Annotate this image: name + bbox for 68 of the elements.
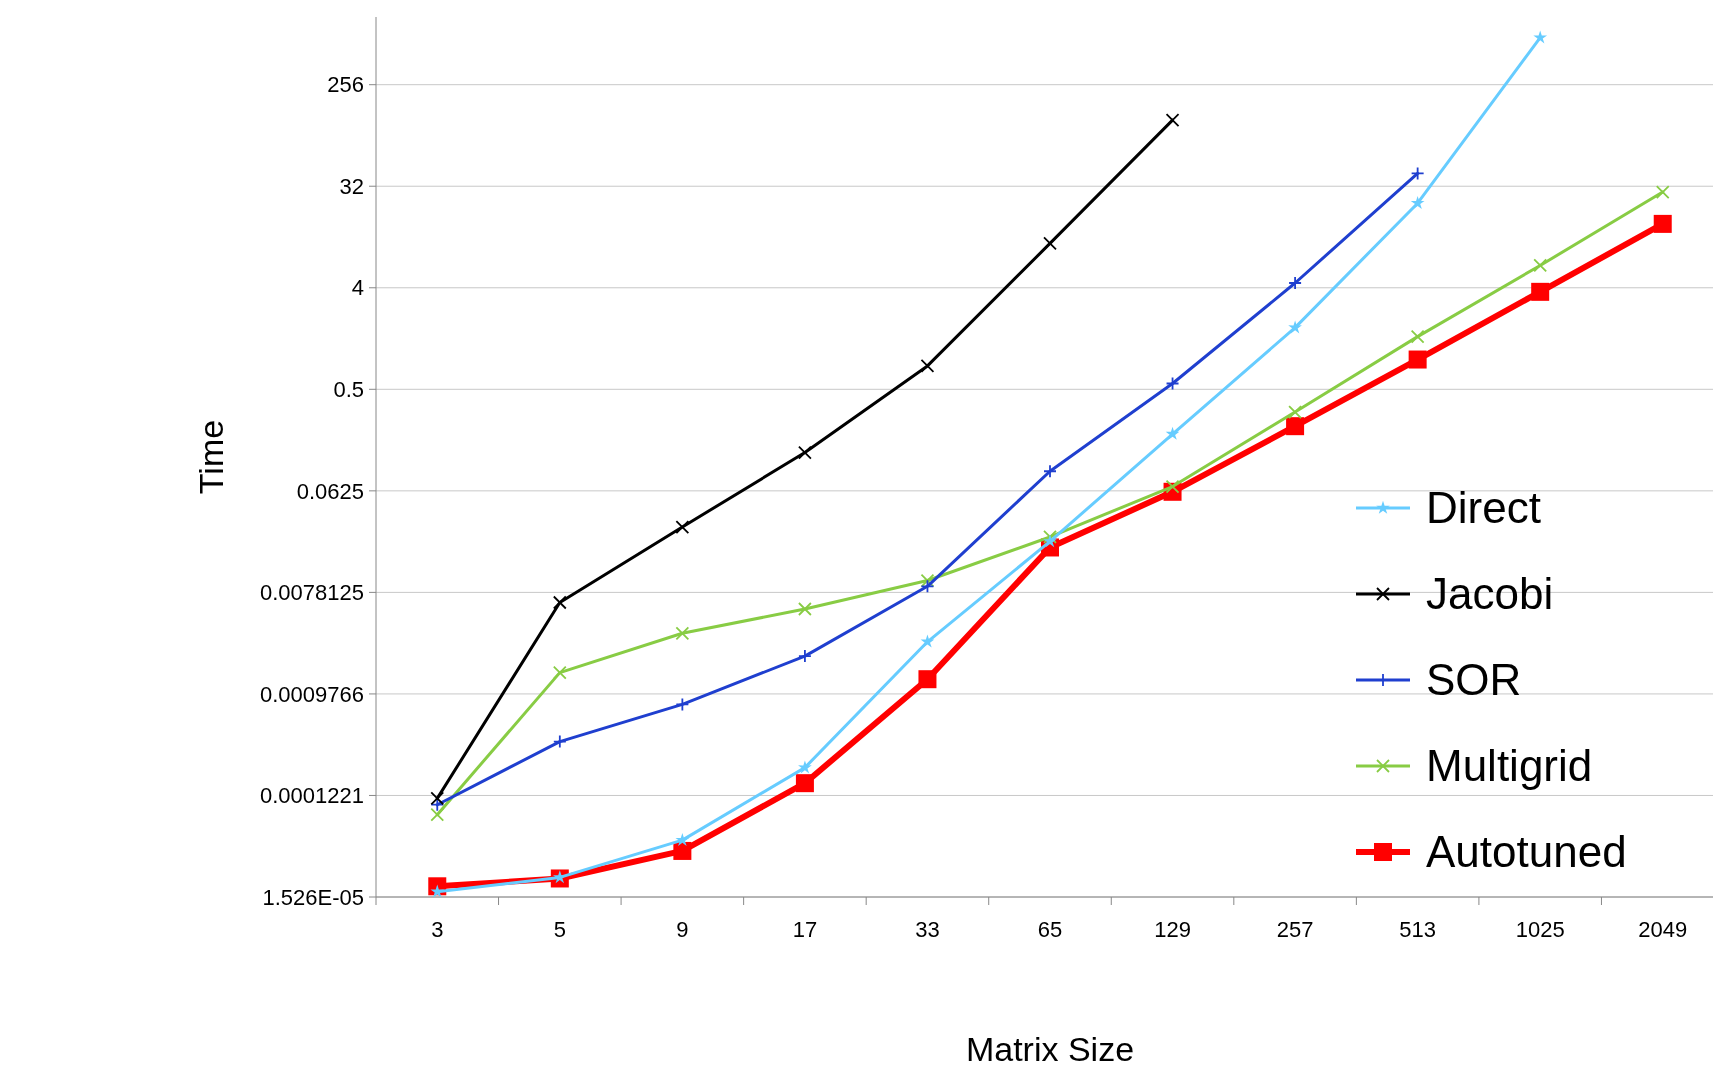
point [918, 670, 937, 689]
y-tick-label: 0.0625 [296, 478, 364, 504]
y-tick-label: 0.0078125 [260, 580, 364, 606]
point [1165, 479, 1180, 494]
x-tick-label: 9 [676, 917, 689, 942]
x-tick-label: 257 [1276, 917, 1314, 942]
y-tick-label: 1.526E-05 [262, 884, 364, 910]
x-tick-label: 33 [915, 917, 940, 942]
point [920, 573, 935, 588]
point [1288, 276, 1302, 290]
x-tick-label: 513 [1399, 917, 1436, 942]
point [430, 791, 445, 806]
point [552, 734, 567, 749]
point [1531, 282, 1550, 301]
point [798, 602, 812, 616]
legend-label: Multigrid [1426, 741, 1593, 791]
point [1533, 30, 1548, 44]
point [1653, 214, 1672, 233]
legend-label: Jacobi [1426, 569, 1554, 619]
x-tick-label: 2049 [1638, 917, 1688, 942]
y-tick-label: 4 [351, 275, 364, 301]
y-tick-label: 0.0001221 [260, 783, 364, 809]
point [1165, 113, 1180, 127]
point [675, 832, 690, 846]
y-axis-title: Time [192, 419, 230, 495]
point [1043, 530, 1057, 544]
point [1533, 258, 1548, 273]
point [795, 774, 814, 793]
y-tick-label: 32 [339, 173, 364, 199]
point [920, 579, 935, 594]
x-tick-label: 129 [1154, 917, 1191, 942]
x-tick-label: 17 [792, 917, 818, 942]
y-tick-label: 0.0009766 [260, 681, 364, 707]
point [920, 359, 935, 373]
point [675, 520, 690, 534]
point [1410, 329, 1425, 344]
point [1165, 426, 1180, 440]
point [552, 665, 567, 680]
point [552, 595, 567, 610]
point [1286, 417, 1305, 436]
point [1410, 166, 1425, 181]
point [1043, 236, 1057, 251]
y-tick-label: 256 [327, 72, 364, 98]
point [675, 697, 690, 712]
point [920, 634, 935, 648]
point [1655, 185, 1670, 199]
point [1165, 376, 1180, 391]
point [430, 807, 445, 822]
point [1288, 405, 1302, 419]
point [430, 884, 445, 898]
point [798, 760, 812, 774]
point [1410, 196, 1425, 210]
legend-label: Autotuned [1426, 827, 1627, 877]
legend-label: Direct [1426, 483, 1541, 533]
point [798, 649, 812, 663]
point [675, 626, 690, 641]
point [1043, 464, 1057, 479]
x-tick-label: 1025 [1515, 917, 1565, 942]
point [798, 445, 812, 460]
point [1408, 350, 1427, 369]
x-tick-label: 5 [553, 917, 566, 942]
y-tick-label: 0.5 [333, 377, 364, 403]
x-tick-label: 65 [1037, 917, 1063, 942]
x-tick-label: 3 [431, 917, 444, 942]
point [1288, 320, 1302, 334]
x-axis-title: Matrix Size [965, 1030, 1135, 1068]
legend-label: SOR [1426, 655, 1522, 705]
point [673, 841, 692, 860]
